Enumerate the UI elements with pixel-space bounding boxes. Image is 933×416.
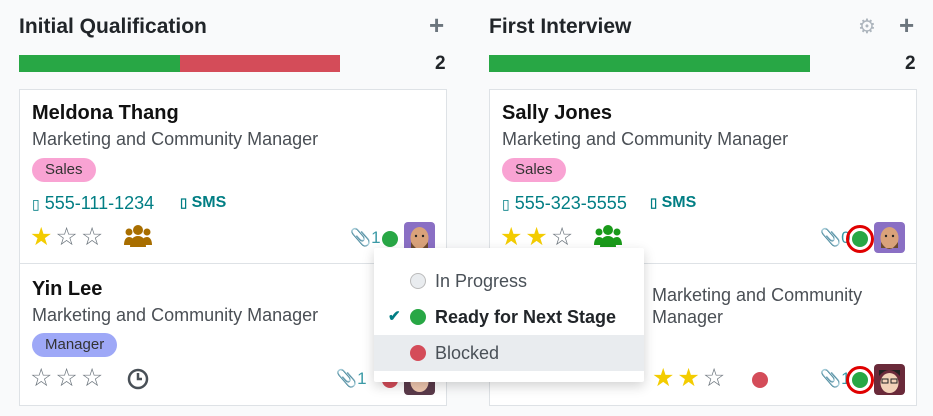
- avatar[interactable]: [404, 222, 435, 253]
- star-empty-icon[interactable]: ☆: [702, 364, 729, 392]
- attachment-count[interactable]: 📎0: [820, 228, 851, 247]
- priority-stars[interactable]: ☆☆☆: [30, 366, 106, 391]
- progress-ready-segment[interactable]: [19, 55, 180, 72]
- star-empty-icon[interactable]: ☆: [80, 364, 107, 392]
- job-title: Marketing and Community Manager: [32, 129, 319, 149]
- column-progress-bar[interactable]: [489, 55, 810, 72]
- kanban-card[interactable]: Sally Jones Marketing and Community Mana…: [489, 89, 917, 264]
- attachment-count[interactable]: 📎1: [820, 369, 851, 388]
- phone-link[interactable]: ▯ 555-111-1234: [32, 193, 154, 214]
- priority-stars[interactable]: ★★☆: [500, 225, 576, 250]
- menu-item-label: Blocked: [435, 343, 500, 363]
- activity-icon[interactable]: [752, 372, 768, 388]
- avatar[interactable]: [874, 222, 905, 253]
- tag: Sales: [32, 158, 96, 182]
- job-title: Marketing and Community Manager: [652, 285, 863, 327]
- mobile-icon: ▯: [502, 196, 510, 212]
- star-icon[interactable]: ★: [500, 223, 526, 251]
- column-title: First Interview: [489, 15, 632, 38]
- attachment-count[interactable]: 📎1: [350, 228, 381, 247]
- star-empty-icon[interactable]: ☆: [30, 364, 56, 392]
- attachment-count[interactable]: 📎1: [336, 369, 367, 388]
- add-card-plus-icon[interactable]: +: [899, 10, 915, 40]
- progress-blocked-segment[interactable]: [179, 55, 340, 72]
- kanban-card[interactable]: Meldona Thang Marketing and Community Ma…: [19, 89, 447, 264]
- star-empty-icon[interactable]: ☆: [55, 223, 81, 251]
- paperclip-icon: 📎: [820, 369, 842, 388]
- job-title: Marketing and Community Manager: [32, 305, 319, 325]
- menu-item-blocked[interactable]: Blocked: [374, 335, 644, 371]
- paperclip-icon: 📎: [336, 369, 358, 388]
- group-icon[interactable]: [594, 223, 622, 249]
- priority-stars[interactable]: ★☆☆: [30, 225, 106, 250]
- clock-icon[interactable]: [127, 368, 149, 390]
- star-icon[interactable]: ★: [652, 364, 678, 392]
- column-count: 2: [435, 53, 446, 74]
- star-icon[interactable]: ★: [30, 223, 56, 251]
- applicant-name: Meldona Thang: [32, 102, 179, 124]
- column-count: 2: [905, 53, 916, 74]
- phone-number[interactable]: 555-111-1234: [44, 193, 155, 213]
- phone-number[interactable]: 555-323-5555: [514, 193, 627, 213]
- paperclip-icon: 📎: [820, 228, 842, 247]
- menu-item-ready[interactable]: ✔ Ready for Next Stage: [374, 299, 644, 335]
- sms-label[interactable]: SMS: [191, 194, 227, 211]
- phone-link[interactable]: ▯ 555-323-5555: [502, 193, 627, 214]
- menu-item-in-progress[interactable]: In Progress: [374, 263, 644, 299]
- paperclip-icon: 📎: [350, 228, 372, 247]
- star-empty-icon[interactable]: ☆: [55, 364, 81, 392]
- status-dot-ready: [410, 309, 426, 325]
- sms-button[interactable]: ▯ SMS: [180, 194, 226, 212]
- group-icon[interactable]: [124, 223, 152, 249]
- applicant-name: Yin Lee: [32, 278, 103, 300]
- status-dot-in-progress: [410, 273, 426, 289]
- column-title: Initial Qualification: [19, 15, 207, 38]
- applicant-name: Sally Jones: [502, 102, 613, 124]
- add-card-plus-icon[interactable]: +: [429, 10, 445, 40]
- star-icon[interactable]: ★: [525, 223, 551, 251]
- priority-stars[interactable]: ★★☆: [652, 366, 728, 391]
- job-title: Marketing and Community Manager: [502, 129, 789, 149]
- star-empty-icon[interactable]: ☆: [550, 223, 577, 251]
- column-progress-bar[interactable]: [19, 55, 340, 72]
- mobile-icon: ▯: [32, 196, 40, 212]
- highlight-ring: [846, 366, 874, 394]
- menu-item-label: Ready for Next Stage: [435, 307, 617, 327]
- tag: Manager: [32, 333, 118, 357]
- star-empty-icon[interactable]: ☆: [80, 223, 107, 251]
- check-icon: ✔: [388, 308, 401, 325]
- gear-icon[interactable]: ⚙: [858, 16, 876, 38]
- status-dropdown-menu: In Progress ✔ Ready for Next Stage Block…: [374, 248, 644, 382]
- sms-label[interactable]: SMS: [661, 194, 697, 211]
- status-dot-ready[interactable]: [382, 231, 398, 247]
- menu-item-label: In Progress: [435, 271, 528, 291]
- mobile-icon: ▯: [180, 195, 188, 210]
- sms-button[interactable]: ▯ SMS: [650, 194, 696, 212]
- status-dot-blocked: [410, 345, 426, 361]
- progress-ready-segment[interactable]: [489, 55, 810, 72]
- star-icon[interactable]: ★: [677, 364, 703, 392]
- avatar[interactable]: [874, 364, 905, 395]
- tag: Sales: [502, 158, 566, 182]
- kanban-card[interactable]: Yin Lee Marketing and Community Manager …: [19, 263, 447, 406]
- highlight-ring: [846, 225, 874, 253]
- mobile-icon: ▯: [650, 195, 658, 210]
